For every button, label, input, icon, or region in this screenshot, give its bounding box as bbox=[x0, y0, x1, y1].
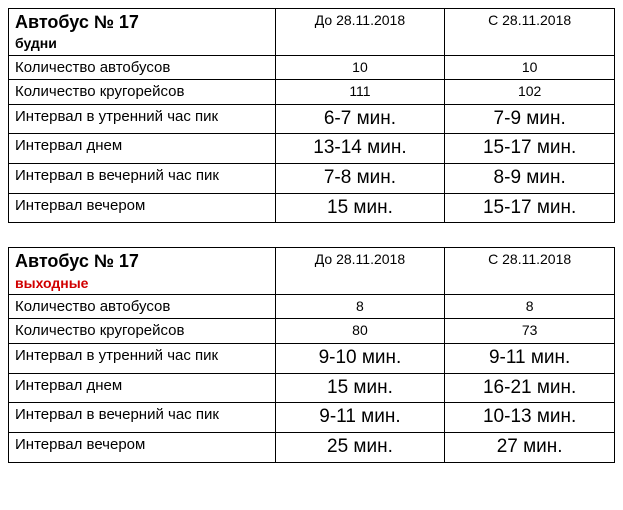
row-label: Количество кругорейсов bbox=[9, 319, 276, 344]
value-after: 7-9 мин. bbox=[445, 104, 615, 134]
value-after: 8 bbox=[445, 294, 615, 319]
table-row: Интервал днем 15 мин. 16-21 мин. bbox=[9, 373, 615, 403]
table-row: Интервал вечером 25 мин. 27 мин. bbox=[9, 432, 615, 462]
value-after: 15-17 мин. bbox=[445, 134, 615, 164]
value-before: 13-14 мин. bbox=[275, 134, 445, 164]
table-row: Интервал вечером 15 мин. 15-17 мин. bbox=[9, 193, 615, 223]
row-label: Интервал днем bbox=[9, 373, 276, 403]
value-before: 10 bbox=[275, 55, 445, 80]
table-title-cell: Автобус № 17 выходные bbox=[9, 248, 276, 295]
col-header-before: До 28.11.2018 bbox=[275, 9, 445, 56]
table-row: Количество автобусов 8 8 bbox=[9, 294, 615, 319]
value-after: 102 bbox=[445, 80, 615, 105]
value-before: 9-10 мин. bbox=[275, 343, 445, 373]
table-subtitle: выходные bbox=[15, 274, 269, 292]
value-before: 25 мин. bbox=[275, 432, 445, 462]
value-after: 10 bbox=[445, 55, 615, 80]
table-title: Автобус № 17 bbox=[15, 11, 269, 34]
table-row: Количество кругорейсов 80 73 bbox=[9, 319, 615, 344]
value-before: 6-7 мин. bbox=[275, 104, 445, 134]
col-header-before: До 28.11.2018 bbox=[275, 248, 445, 295]
table-row: Количество автобусов 10 10 bbox=[9, 55, 615, 80]
row-label: Интервал в вечерний час пик bbox=[9, 403, 276, 433]
value-after: 27 мин. bbox=[445, 432, 615, 462]
schedule-table-weekends: Автобус № 17 выходные До 28.11.2018 С 28… bbox=[8, 247, 615, 462]
row-label: Интервал вечером bbox=[9, 432, 276, 462]
row-label: Интервал вечером bbox=[9, 193, 276, 223]
table-title: Автобус № 17 bbox=[15, 250, 269, 273]
row-label: Количество автобусов bbox=[9, 294, 276, 319]
value-before: 111 bbox=[275, 80, 445, 105]
col-header-after: С 28.11.2018 bbox=[445, 9, 615, 56]
row-label: Количество кругорейсов bbox=[9, 80, 276, 105]
table-title-cell: Автобус № 17 будни bbox=[9, 9, 276, 56]
value-after: 73 bbox=[445, 319, 615, 344]
value-before: 15 мин. bbox=[275, 193, 445, 223]
schedule-table-weekdays: Автобус № 17 будни До 28.11.2018 С 28.11… bbox=[8, 8, 615, 223]
table-row: Интервал в вечерний час пик 9-11 мин. 10… bbox=[9, 403, 615, 433]
value-before: 9-11 мин. bbox=[275, 403, 445, 433]
row-label: Интервал днем bbox=[9, 134, 276, 164]
table-subtitle: будни bbox=[15, 34, 269, 52]
value-after: 16-21 мин. bbox=[445, 373, 615, 403]
row-label: Интервал в утренний час пик bbox=[9, 343, 276, 373]
value-after: 15-17 мин. bbox=[445, 193, 615, 223]
value-after: 10-13 мин. bbox=[445, 403, 615, 433]
table-row: Интервал днем 13-14 мин. 15-17 мин. bbox=[9, 134, 615, 164]
table-row: Интервал в утренний час пик 6-7 мин. 7-9… bbox=[9, 104, 615, 134]
col-header-after: С 28.11.2018 bbox=[445, 248, 615, 295]
value-after: 8-9 мин. bbox=[445, 163, 615, 193]
value-before: 80 bbox=[275, 319, 445, 344]
table-row: Интервал в утренний час пик 9-10 мин. 9-… bbox=[9, 343, 615, 373]
table-row: Количество кругорейсов 111 102 bbox=[9, 80, 615, 105]
row-label: Интервал в утренний час пик bbox=[9, 104, 276, 134]
row-label: Количество автобусов bbox=[9, 55, 276, 80]
row-label: Интервал в вечерний час пик bbox=[9, 163, 276, 193]
value-after: 9-11 мин. bbox=[445, 343, 615, 373]
value-before: 15 мин. bbox=[275, 373, 445, 403]
value-before: 8 bbox=[275, 294, 445, 319]
table-row: Интервал в вечерний час пик 7-8 мин. 8-9… bbox=[9, 163, 615, 193]
value-before: 7-8 мин. bbox=[275, 163, 445, 193]
